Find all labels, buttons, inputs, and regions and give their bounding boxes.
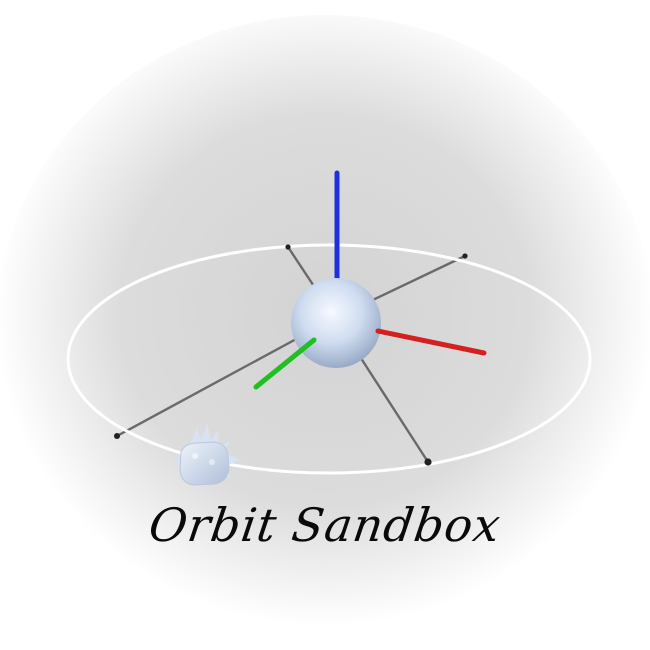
orbit-marker[interactable]	[114, 433, 120, 439]
spiked-cube-icon[interactable]	[174, 423, 240, 487]
sphere-icon[interactable]	[291, 278, 381, 368]
axis-x-handle[interactable]	[375, 328, 487, 356]
orbit-marker[interactable]	[424, 458, 432, 466]
orbit-markers	[114, 244, 468, 466]
cube-body	[179, 441, 230, 486]
page-title: Orbit Sandbox	[145, 498, 505, 552]
orbit-marker[interactable]	[462, 253, 468, 259]
orbit-marker[interactable]	[285, 244, 291, 250]
cube-node	[209, 459, 215, 465]
orbit-ring	[66, 243, 592, 475]
axis-y-handle[interactable]	[253, 337, 317, 390]
cube-node	[192, 453, 198, 459]
